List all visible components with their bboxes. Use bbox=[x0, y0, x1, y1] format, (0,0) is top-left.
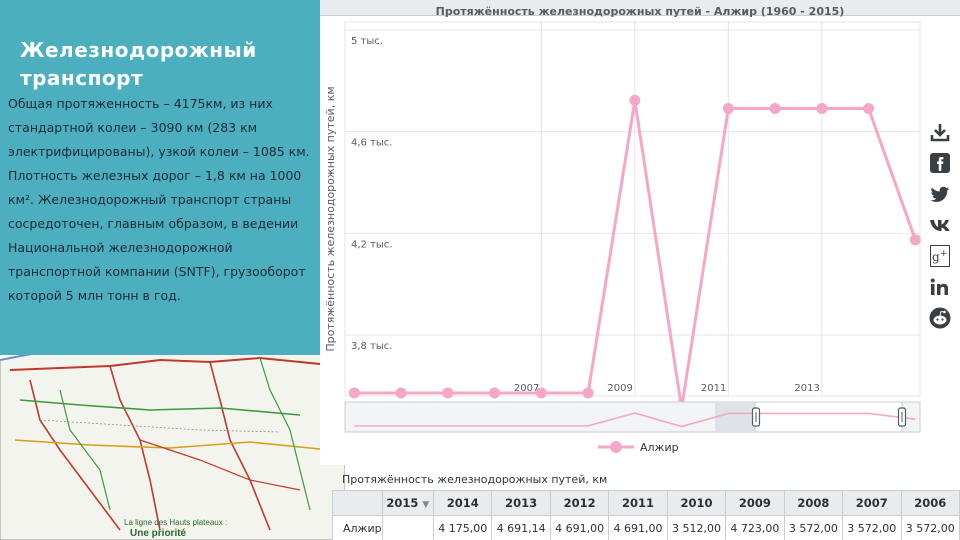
table-header-2010[interactable]: 2010 bbox=[666, 490, 727, 516]
table-cell-2011: 4 691,00 bbox=[608, 515, 668, 540]
line-chart[interactable]: 3,8 тыс. 4,2 тыс. 4,6 тыс. 5 тыс. 2007 2009 20… bbox=[320, 0, 960, 465]
svg-text:g: g bbox=[932, 250, 940, 264]
navigator-selected-window[interactable] bbox=[754, 401, 903, 433]
x-tick-label: 2011 bbox=[701, 383, 726, 394]
plot-area bbox=[344, 21, 921, 397]
table-cell-2014: 4 175,00 bbox=[432, 515, 493, 540]
download-icon bbox=[930, 124, 950, 142]
table-header-corner bbox=[332, 490, 383, 516]
google-plus-share-button[interactable]: g + bbox=[928, 244, 952, 268]
table-row: Алжир 4 175,00 4 691,14 4 691,00 4 691,0… bbox=[332, 515, 960, 540]
panel-body-text: Общая протяженность – 4175км, из них ста… bbox=[8, 96, 310, 303]
map-caption-priority: Une priorité bbox=[130, 528, 187, 539]
x-tick-label: 2009 bbox=[607, 383, 632, 394]
table-cell-2009: 4 723,00 bbox=[725, 515, 785, 540]
map-graphic bbox=[0, 330, 345, 540]
table-cell-2012: 4 691,00 bbox=[549, 515, 610, 540]
google-plus-icon: g + bbox=[930, 245, 950, 267]
x-tick-label: 2007 bbox=[514, 383, 539, 394]
vk-share-button[interactable] bbox=[928, 213, 952, 237]
railway-map bbox=[0, 330, 345, 540]
table-header-2007[interactable]: 2007 bbox=[842, 490, 902, 516]
facebook-share-button[interactable] bbox=[928, 151, 952, 175]
table-header-2009[interactable]: 2009 bbox=[725, 490, 785, 516]
data-point-2013[interactable] bbox=[816, 103, 828, 115]
svg-text:+: + bbox=[940, 249, 948, 259]
linkedin-icon bbox=[930, 278, 948, 295]
table-header-2008[interactable]: 2008 bbox=[783, 490, 844, 516]
chart-header: Протяжённость железнодорожных путей - Ал… bbox=[320, 0, 960, 18]
data-point-2009[interactable] bbox=[629, 94, 641, 106]
legend-label[interactable]: Алжир bbox=[640, 441, 679, 454]
navigator-shaded-range bbox=[715, 402, 755, 432]
y-tick-label: 3,8 тыс. bbox=[351, 341, 392, 352]
linkedin-share-button[interactable] bbox=[928, 275, 952, 299]
sort-down-icon: ▼ bbox=[422, 500, 430, 510]
data-point-2004[interactable] bbox=[395, 387, 407, 399]
legend-marker bbox=[610, 441, 622, 453]
table-cell-2010: 3 512,00 bbox=[666, 515, 727, 540]
data-point-2012[interactable] bbox=[769, 103, 781, 115]
table-header-label: 2015 bbox=[386, 496, 419, 510]
y-tick-label: 4,2 тыс. bbox=[351, 239, 392, 250]
table-cell-2008: 3 572,00 bbox=[783, 515, 844, 540]
table-cell-2013: 4 691,14 bbox=[491, 515, 551, 540]
table-header-2014[interactable]: 2014 bbox=[432, 490, 493, 516]
data-point-2015[interactable] bbox=[909, 234, 921, 246]
table-header-2011[interactable]: 2011 bbox=[608, 490, 668, 516]
facebook-icon bbox=[930, 153, 950, 173]
share-sidebar: g + bbox=[928, 120, 956, 337]
navigator-series-line bbox=[354, 412, 916, 428]
table-header-2012[interactable]: 2012 bbox=[549, 490, 610, 516]
table-row-label: Алжир bbox=[332, 515, 383, 540]
table-cell-2015 bbox=[381, 515, 435, 540]
table-header-2015[interactable]: 2015 ▼ bbox=[381, 490, 435, 516]
vk-icon bbox=[930, 220, 950, 231]
data-point-2006[interactable] bbox=[489, 387, 501, 399]
y-tick-label: 4,6 тыс. bbox=[351, 138, 392, 149]
data-point-2003[interactable] bbox=[348, 387, 360, 399]
table-header-2006[interactable]: 2006 bbox=[900, 490, 960, 516]
download-button[interactable] bbox=[928, 120, 952, 144]
y-tick-label: 5 тыс. bbox=[351, 36, 383, 47]
data-point-2014[interactable] bbox=[863, 103, 875, 115]
data-point-2008[interactable] bbox=[582, 387, 594, 399]
reddit-share-button[interactable] bbox=[928, 306, 952, 330]
table-cell-2007: 3 572,00 bbox=[842, 515, 902, 540]
reddit-icon bbox=[929, 307, 951, 329]
table-header-row: 2015 ▼ 2014 2013 2012 2011 2010 2009 200… bbox=[332, 490, 960, 516]
panel-title: Железнодорожный транспорт bbox=[20, 38, 257, 90]
chart-window: Протяжённость железнодорожных путей - Ал… bbox=[320, 0, 960, 465]
twitter-icon bbox=[930, 186, 949, 202]
table-cell-2006: 3 572,00 bbox=[900, 515, 960, 540]
x-tick-label: 2013 bbox=[794, 383, 819, 394]
table-title: Протяжённость железнодорожных путей, км bbox=[342, 473, 608, 486]
data-point-2011[interactable] bbox=[722, 103, 734, 115]
table-header-2013[interactable]: 2013 bbox=[491, 490, 551, 516]
map-caption: La ligne des Hauts plateaux : bbox=[124, 518, 228, 527]
info-panel: Железнодорожный транспорт Общая протяжен… bbox=[0, 0, 330, 355]
twitter-share-button[interactable] bbox=[928, 182, 952, 206]
y-axis-label: Протяжённость железнодорожных путей, км bbox=[324, 86, 337, 351]
data-point-2007[interactable] bbox=[535, 387, 547, 399]
data-table: 2015 ▼ 2014 2013 2012 2011 2010 2009 200… bbox=[332, 490, 960, 540]
data-point-2005[interactable] bbox=[442, 387, 454, 399]
chart-title: Протяжённость железнодорожных путей - Ал… bbox=[435, 5, 845, 18]
